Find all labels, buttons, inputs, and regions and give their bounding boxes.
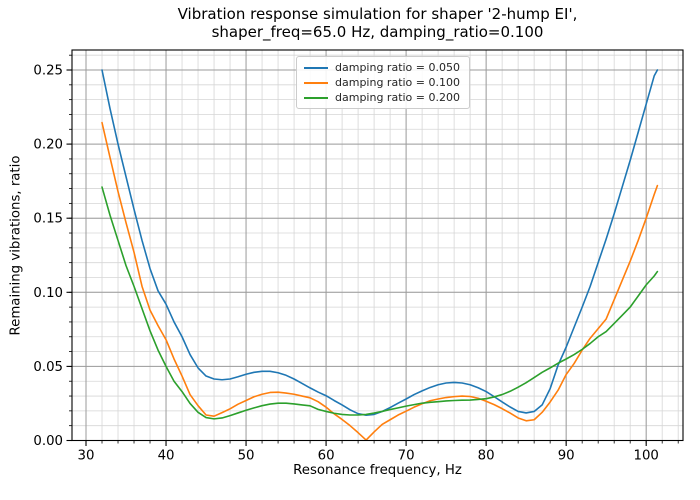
y-tick-label: 0.10	[33, 286, 63, 301]
legend-label: damping ratio = 0.050	[335, 61, 460, 74]
legend-label: damping ratio = 0.200	[335, 91, 460, 104]
legend: damping ratio = 0.050 damping ratio = 0.…	[296, 56, 470, 109]
y-tick-label: 0.25	[33, 64, 63, 79]
y-tick-label: 0.20	[33, 138, 63, 153]
legend-label: damping ratio = 0.100	[335, 76, 460, 89]
y-tick-label: 0.15	[33, 212, 63, 227]
chart-title-line2: shaper_freq=65.0 Hz, damping_ratio=0.100	[211, 22, 544, 41]
legend-line-swatch	[304, 81, 328, 84]
series-line-2	[101, 186, 659, 420]
y-tick-label: 0.05	[33, 360, 63, 375]
x-tick-label: 100	[633, 449, 658, 464]
x-tick-label: 40	[158, 449, 175, 464]
x-tick-label: 60	[318, 449, 335, 464]
legend-entry: damping ratio = 0.100	[304, 76, 460, 89]
legend-line-swatch	[304, 96, 328, 99]
chart-title-line1: Vibration response simulation for shaper…	[177, 5, 578, 23]
x-tick-label: 80	[478, 449, 495, 464]
legend-entry: damping ratio = 0.050	[304, 61, 460, 74]
chart-title: Vibration response simulation for shaper…	[72, 5, 683, 41]
y-axis-label: Remaining vibrations, ratio	[8, 155, 24, 336]
x-tick-label: 70	[398, 449, 415, 464]
x-axis-label: Resonance frequency, Hz	[293, 463, 462, 478]
plot-frame	[71, 49, 684, 442]
x-tick-label: 90	[558, 449, 575, 464]
legend-entry: damping ratio = 0.200	[304, 91, 460, 104]
x-tick-label: 30	[78, 449, 95, 464]
x-tick-label: 50	[238, 449, 255, 464]
y-tick-label: 0.00	[33, 434, 63, 449]
series-line-1	[101, 121, 659, 441]
legend-line-swatch	[304, 66, 328, 69]
